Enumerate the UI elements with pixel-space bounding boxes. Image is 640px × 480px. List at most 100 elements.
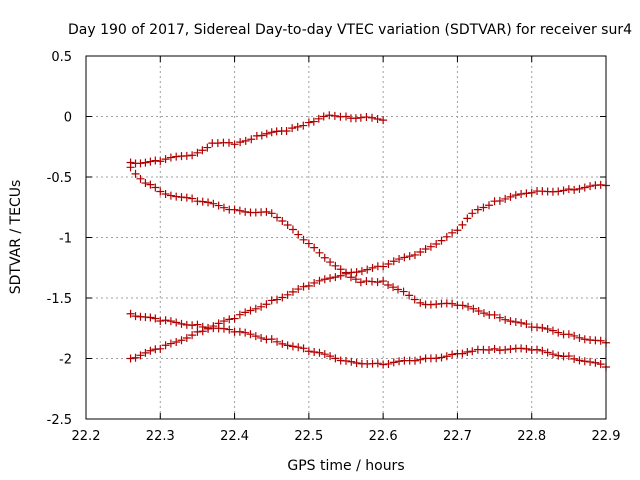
data-point bbox=[131, 353, 140, 362]
x-tick-label: 22.4 bbox=[220, 429, 249, 444]
data-point bbox=[203, 143, 212, 152]
data-point bbox=[351, 275, 360, 284]
data-point bbox=[278, 293, 287, 302]
data-point bbox=[442, 232, 451, 241]
data-point bbox=[437, 353, 446, 362]
data-point bbox=[389, 283, 398, 292]
data-point bbox=[267, 128, 276, 137]
data-point bbox=[288, 225, 297, 234]
data-point bbox=[209, 322, 218, 331]
data-point bbox=[379, 262, 388, 271]
data-point bbox=[177, 319, 186, 328]
data-point bbox=[326, 274, 335, 283]
y-tick-label: 0 bbox=[64, 111, 72, 126]
data-point bbox=[193, 148, 202, 157]
data-point bbox=[193, 320, 202, 329]
data-point bbox=[356, 278, 365, 287]
data-point bbox=[458, 301, 467, 310]
data-point bbox=[554, 187, 563, 196]
data-point bbox=[288, 124, 297, 133]
series-2 bbox=[126, 163, 610, 347]
data-point bbox=[214, 201, 223, 210]
data-point bbox=[368, 263, 377, 272]
data-point bbox=[575, 356, 584, 365]
data-point bbox=[379, 360, 388, 369]
data-point bbox=[235, 327, 244, 336]
data-point bbox=[368, 113, 376, 122]
data-point bbox=[172, 338, 181, 347]
y-axis-title: SDTVAR / TECUs bbox=[8, 180, 24, 295]
data-point bbox=[151, 156, 160, 165]
data-point bbox=[198, 146, 207, 155]
data-point bbox=[172, 318, 181, 327]
data-point bbox=[522, 189, 531, 198]
data-point bbox=[570, 185, 579, 194]
data-point bbox=[362, 113, 371, 122]
data-point bbox=[209, 199, 218, 208]
data-point bbox=[400, 253, 409, 262]
data-point bbox=[293, 122, 302, 131]
data-point bbox=[273, 295, 282, 304]
data-point bbox=[405, 291, 414, 300]
y-tick-label: -2.5 bbox=[47, 413, 72, 428]
series-4 bbox=[126, 180, 610, 363]
data-point bbox=[262, 207, 271, 216]
y-tick-label: 0.5 bbox=[51, 50, 72, 65]
data-point bbox=[416, 298, 425, 307]
data-point bbox=[458, 349, 467, 358]
data-point bbox=[161, 316, 170, 325]
data-point bbox=[357, 267, 366, 276]
data-point bbox=[236, 138, 245, 147]
data-point bbox=[230, 140, 239, 149]
data-point bbox=[304, 239, 313, 248]
data-point bbox=[384, 260, 393, 269]
data-point bbox=[506, 317, 515, 326]
data-point bbox=[288, 287, 297, 296]
data-point bbox=[310, 278, 319, 287]
data-point bbox=[501, 315, 510, 324]
data-point bbox=[219, 324, 228, 333]
data-point bbox=[548, 350, 557, 359]
data-point bbox=[241, 328, 250, 337]
data-point bbox=[188, 331, 197, 340]
data-point bbox=[379, 277, 388, 286]
data-point bbox=[166, 153, 175, 162]
data-point bbox=[511, 191, 520, 200]
data-point bbox=[586, 182, 595, 191]
data-point bbox=[501, 194, 510, 203]
data-point bbox=[219, 203, 228, 212]
data-point bbox=[575, 184, 584, 193]
data-point bbox=[257, 302, 266, 311]
x-tick-label: 22.6 bbox=[369, 429, 398, 444]
data-point bbox=[314, 114, 323, 123]
data-point bbox=[294, 230, 303, 239]
data-point bbox=[485, 346, 493, 355]
data-point bbox=[448, 228, 457, 237]
data-point bbox=[204, 198, 213, 207]
data-point bbox=[379, 116, 388, 125]
data-point bbox=[310, 243, 319, 252]
data-point bbox=[394, 285, 402, 294]
x-tick-label: 22.2 bbox=[72, 429, 101, 444]
data-point bbox=[214, 319, 223, 328]
data-point bbox=[591, 358, 600, 367]
data-point bbox=[246, 306, 255, 315]
data-point bbox=[241, 136, 250, 145]
data-point bbox=[347, 357, 356, 366]
data-point bbox=[410, 295, 419, 304]
data-point bbox=[251, 332, 260, 341]
data-point bbox=[267, 296, 276, 305]
data-point bbox=[596, 360, 605, 369]
data-point bbox=[294, 343, 303, 352]
data-point bbox=[188, 151, 197, 160]
data-point bbox=[463, 347, 472, 356]
data-point bbox=[299, 121, 308, 130]
data-point bbox=[580, 183, 589, 192]
data-point bbox=[373, 115, 382, 124]
series-1 bbox=[126, 111, 388, 168]
x-tick-label: 22.3 bbox=[146, 429, 175, 444]
data-point bbox=[146, 180, 155, 189]
data-point bbox=[432, 354, 441, 363]
data-point bbox=[225, 315, 234, 324]
